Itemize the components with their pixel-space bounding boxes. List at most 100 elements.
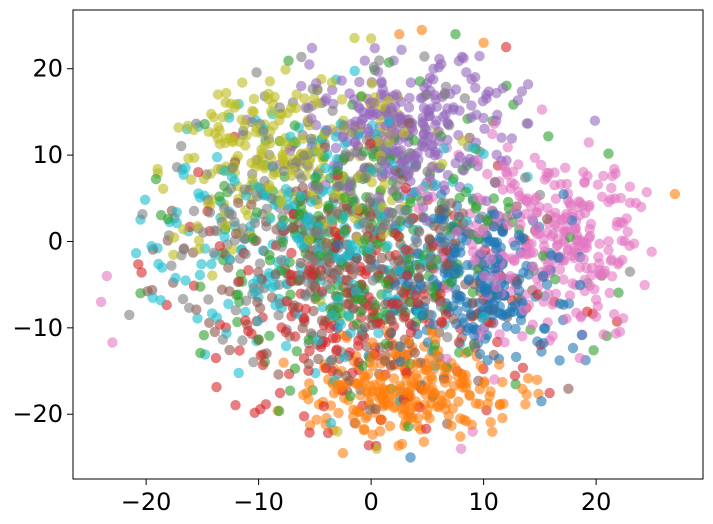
scatter-point	[461, 67, 472, 78]
scatter-point	[139, 194, 151, 205]
scatter-point	[424, 413, 435, 424]
scatter-point	[252, 182, 264, 193]
scatter-point	[184, 302, 195, 313]
scatter-point	[502, 219, 514, 231]
scatter-point	[478, 148, 489, 160]
scatter-point	[443, 410, 454, 421]
scatter-point	[251, 207, 263, 218]
scatter-point	[438, 143, 450, 154]
y-tick-label: −20	[12, 400, 63, 428]
scatter-point	[211, 312, 222, 323]
scatter-point	[384, 137, 395, 148]
scatter-point	[351, 318, 362, 330]
scatter-point	[458, 165, 469, 176]
scatter-point	[359, 322, 371, 333]
scatter-point	[520, 399, 531, 410]
y-axis-ticks: −20 −10 0 10 20	[12, 55, 73, 428]
x-tick-label: 10	[468, 488, 499, 516]
scatter-point	[411, 237, 423, 248]
scatter-point	[523, 118, 534, 129]
scatter-point	[531, 374, 543, 385]
scatter-point	[484, 235, 495, 247]
scatter-point	[499, 337, 510, 348]
scatter-point	[374, 426, 386, 437]
scatter-point	[432, 149, 443, 160]
scatter-point	[212, 89, 224, 100]
scatter-point	[300, 303, 311, 315]
scatter-point	[542, 171, 553, 183]
scatter-point	[491, 149, 502, 160]
scatter-point	[569, 225, 581, 236]
scatter-point	[316, 315, 328, 326]
scatter-point	[560, 212, 571, 223]
scatter-point	[280, 326, 292, 338]
scatter-point	[324, 323, 335, 334]
scatter-point	[439, 377, 451, 388]
scatter-point	[343, 309, 354, 321]
scatter-point	[375, 391, 387, 403]
scatter-point	[376, 414, 387, 425]
scatter-point	[206, 108, 217, 120]
scatter-point	[350, 264, 361, 275]
scatter-point	[311, 414, 322, 425]
scatter-point	[267, 282, 278, 293]
scatter-point	[401, 388, 413, 399]
scatter-point	[525, 247, 536, 258]
scatter-point	[331, 332, 342, 344]
scatter-point	[383, 57, 395, 68]
scatter-point	[258, 126, 269, 137]
scatter-point	[227, 162, 238, 174]
scatter-point	[253, 267, 264, 278]
y-tick-label: 0	[48, 227, 63, 255]
scatter-point	[314, 227, 325, 239]
scatter-point	[624, 266, 636, 277]
scatter-point	[445, 388, 456, 399]
scatter-point	[496, 309, 507, 320]
scatter-point	[491, 87, 502, 99]
scatter-point	[255, 350, 266, 361]
scatter-point	[401, 375, 412, 386]
scatter-point	[305, 133, 317, 144]
scatter-point	[395, 96, 407, 108]
scatter-point	[224, 344, 235, 356]
scatter-point	[622, 226, 633, 237]
scatter-point	[516, 86, 528, 97]
scatter-point	[287, 221, 299, 233]
scatter-point	[303, 217, 314, 228]
scatter-point	[150, 173, 162, 185]
scatter-point	[440, 365, 451, 376]
scatter-point	[586, 262, 598, 274]
scatter-point	[610, 168, 621, 179]
scatter-point	[435, 288, 446, 299]
scatter-point	[412, 297, 423, 309]
scatter-point	[630, 197, 642, 209]
scatter-point	[432, 351, 443, 362]
scatter-point	[459, 93, 470, 104]
scatter-point	[196, 259, 207, 270]
scatter-point	[192, 313, 203, 324]
scatter-point	[107, 337, 118, 348]
scatter-point	[330, 142, 341, 154]
scatter-point	[274, 387, 286, 399]
scatter-point	[532, 289, 543, 300]
scatter-point	[400, 165, 411, 177]
scatter-point	[401, 367, 412, 378]
scatter-point	[274, 115, 285, 126]
scatter-point	[240, 306, 251, 318]
scatter-point	[497, 376, 508, 388]
scatter-point	[391, 298, 403, 309]
scatter-point	[248, 356, 259, 368]
scatter-point	[312, 98, 323, 109]
scatter-point	[529, 152, 541, 163]
scatter-point	[313, 353, 324, 365]
scatter-point	[474, 398, 485, 410]
scatter-point	[280, 340, 292, 352]
scatter-point	[560, 226, 571, 238]
scatter-point	[273, 369, 284, 380]
scatter-point	[391, 215, 402, 226]
scatter-point	[289, 300, 300, 311]
scatter-point	[417, 310, 428, 321]
scatter-point	[431, 180, 442, 191]
scatter-point	[469, 255, 480, 266]
scatter-point	[169, 232, 180, 243]
